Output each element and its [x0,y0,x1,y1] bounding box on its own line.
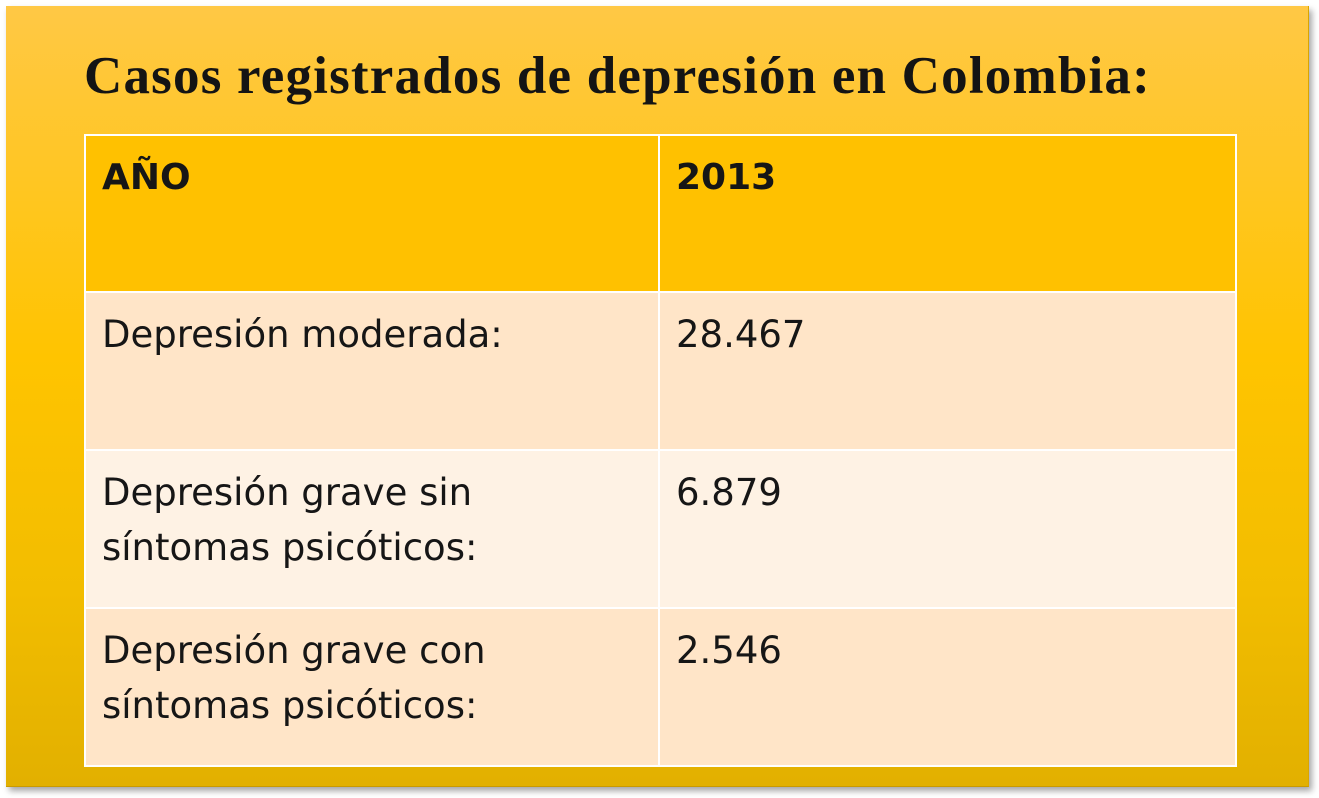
row-label-cell: Depresión moderada: [84,291,660,451]
row-value-cell: 6.879 [658,449,1237,609]
slide-title: Casos registrados de depresión en Colomb… [84,47,1151,105]
row-value-cell: 28.467 [658,291,1237,451]
table-header-row: AÑO 2013 [84,134,1237,293]
cases-table: AÑO 2013 Depresión moderada: 28.467 Depr… [84,134,1237,767]
table-row: Depresión grave sin síntomas psicóticos:… [84,449,1237,609]
header-label-cell: AÑO [84,134,660,293]
table-row: Depresión grave con síntomas psicóticos:… [84,607,1237,767]
row-label-cell: Depresión grave con síntomas psicóticos: [84,607,660,767]
slide: Casos registrados de depresión en Colomb… [6,6,1309,787]
row-label-cell: Depresión grave sin síntomas psicóticos: [84,449,660,609]
row-value-cell: 2.546 [658,607,1237,767]
table-row: Depresión moderada: 28.467 [84,291,1237,451]
header-year-cell: 2013 [658,134,1237,293]
